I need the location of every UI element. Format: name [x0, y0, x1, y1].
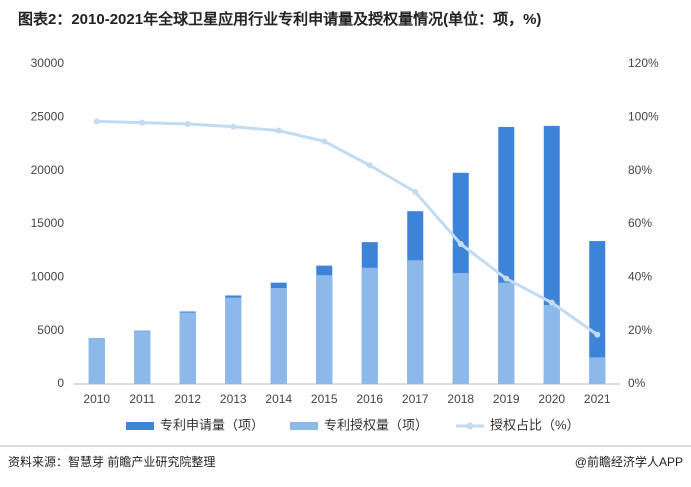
y-tick-label: 30000	[31, 56, 65, 70]
bar	[498, 282, 515, 384]
x-tick-label: 2010	[83, 392, 110, 406]
y2-tick-label: 120%	[628, 56, 659, 70]
ratio-point	[503, 275, 510, 282]
legend-label: 专利申请量（项）	[160, 417, 264, 432]
ratio-point	[93, 118, 100, 125]
y-tick-label: 15000	[31, 216, 65, 230]
legend-label: 专利授权量（项）	[324, 417, 428, 432]
credit: @前瞻经济学人APP	[575, 454, 683, 469]
bar	[543, 305, 560, 384]
y-tick-label: 0	[57, 376, 64, 390]
ratio-point	[139, 119, 146, 126]
y2-tick-label: 20%	[628, 323, 652, 337]
x-tick-label: 2021	[584, 392, 611, 406]
x-tick-label: 2011	[129, 392, 155, 406]
x-tick-label: 2014	[265, 392, 292, 406]
bar	[589, 357, 606, 384]
y-tick-label: 25000	[31, 110, 65, 124]
ratio-point	[321, 138, 328, 145]
x-tick-label: 2019	[493, 392, 520, 406]
ratio-point	[548, 299, 555, 306]
bar	[407, 260, 424, 384]
y-tick-label: 5000	[37, 323, 64, 337]
ratio-point	[275, 127, 282, 134]
legend-dot	[466, 422, 474, 430]
bar	[225, 297, 242, 384]
legend-label: 授权占比（%）	[490, 417, 580, 432]
x-tick-label: 2016	[356, 392, 383, 406]
ratio-point	[230, 123, 237, 130]
y-tick-label: 10000	[31, 270, 65, 284]
ratio-point	[457, 241, 464, 247]
y-tick-label: 20000	[31, 163, 65, 177]
bar	[134, 331, 151, 384]
x-tick-label: 2015	[311, 392, 338, 406]
y2-tick-label: 60%	[628, 216, 652, 230]
x-tick-label: 2012	[174, 392, 201, 406]
bar	[452, 273, 469, 384]
bar	[589, 241, 606, 384]
bar	[361, 267, 378, 384]
x-tick-label: 2013	[220, 392, 247, 406]
y2-tick-label: 80%	[628, 163, 652, 177]
bar	[270, 288, 287, 384]
bar	[179, 312, 196, 384]
source: 资料来源：智慧芽 前瞻产业研究院整理	[8, 454, 215, 469]
bar	[316, 275, 333, 384]
chart-title: 图表2：2010-2021年全球卫星应用行业专利申请量及授权量情况(单位：项，%…	[18, 10, 541, 28]
x-tick-label: 2020	[538, 392, 565, 406]
legend-swatch	[126, 422, 154, 430]
ratio-point	[594, 331, 601, 338]
legend-swatch	[290, 422, 318, 430]
y2-tick-label: 100%	[628, 110, 659, 124]
x-tick-label: 2018	[447, 392, 474, 406]
bar	[88, 338, 105, 384]
ratio-point	[366, 162, 373, 169]
x-tick-label: 2017	[402, 392, 429, 406]
y2-tick-label: 40%	[628, 270, 652, 284]
y2-tick-label: 0%	[628, 376, 646, 390]
ratio-point	[184, 121, 191, 127]
ratio-point	[412, 189, 419, 195]
ratio-line	[96, 119, 599, 336]
